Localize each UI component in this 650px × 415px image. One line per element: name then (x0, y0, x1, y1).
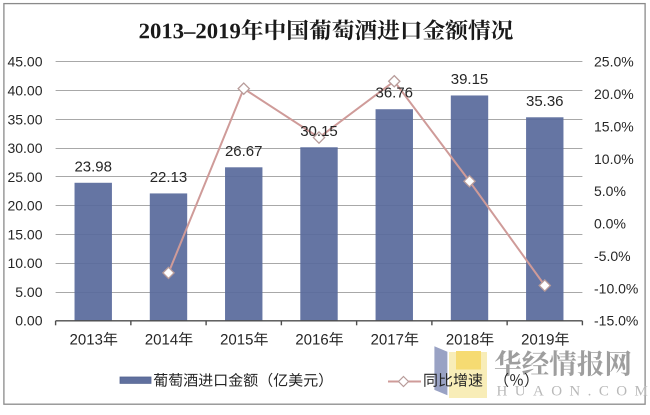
svg-text:26.67: 26.67 (225, 143, 263, 160)
svg-text:30.00: 30.00 (7, 140, 42, 156)
svg-text:-10.0%: -10.0% (594, 280, 638, 296)
svg-text:20.00: 20.00 (7, 198, 42, 214)
svg-text:36.76: 36.76 (375, 85, 413, 102)
svg-text:0.00: 0.00 (15, 313, 42, 329)
svg-text:23.98: 23.98 (74, 158, 112, 175)
svg-text:30.15: 30.15 (300, 123, 338, 140)
svg-text:HUAON.COM: HUAON.COM (497, 384, 650, 400)
svg-text:35.00: 35.00 (7, 111, 42, 127)
svg-text:15.0%: 15.0% (594, 118, 634, 134)
svg-text:35.36: 35.36 (526, 93, 564, 110)
svg-text:40.00: 40.00 (7, 82, 42, 98)
svg-text:5.00: 5.00 (15, 284, 42, 300)
svg-text:25.00: 25.00 (7, 169, 42, 185)
svg-text:10.0%: 10.0% (594, 151, 634, 167)
svg-text:-15.0%: -15.0% (594, 313, 638, 329)
svg-text:10.00: 10.00 (7, 255, 42, 271)
svg-text:39.15: 39.15 (451, 71, 489, 88)
svg-text:15.00: 15.00 (7, 226, 42, 242)
svg-text:-5.0%: -5.0% (594, 248, 631, 264)
svg-text:20.0%: 20.0% (594, 86, 634, 102)
svg-text:0.0%: 0.0% (594, 216, 626, 232)
svg-text:45.00: 45.00 (7, 54, 42, 70)
svg-text:25.0%: 25.0% (594, 54, 634, 70)
svg-text:22.13: 22.13 (150, 169, 188, 186)
svg-text:5.0%: 5.0% (594, 183, 626, 199)
